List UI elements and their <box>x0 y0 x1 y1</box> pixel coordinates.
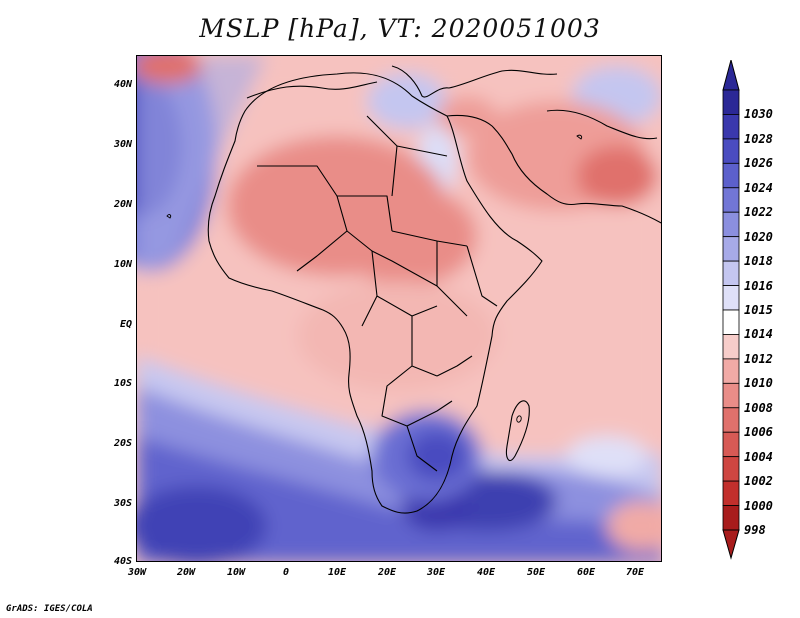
colorbar-swatch <box>722 162 740 189</box>
colorbar-swatch <box>722 236 740 262</box>
colorbar-swatch <box>722 260 740 286</box>
colorbar-tick-label: 1002 <box>744 474 773 489</box>
lon-label-20e: 20E <box>377 567 397 578</box>
colorbar-swatch <box>722 456 740 482</box>
colorbar-swatch <box>722 480 740 506</box>
lon-label-10e: 10E <box>327 567 347 578</box>
colorbar-tick-label: 1012 <box>744 351 773 366</box>
colorbar-swatch <box>722 334 740 360</box>
lat-label-10s: 10S <box>113 378 132 389</box>
colorbar-tick-label: 1015 <box>744 303 773 317</box>
colorbar-tick-label: 1008 <box>744 400 773 415</box>
colorbar-tick-label: 998 <box>744 523 766 537</box>
colorbar-tick-label: 1010 <box>744 376 773 391</box>
lon-label-30w: 30W <box>127 567 147 578</box>
colorbar-swatch <box>722 114 740 140</box>
lat-label-40n: 40N <box>113 79 132 90</box>
colorbar-swatch <box>722 211 740 238</box>
lat-label-eq: EQ <box>119 319 132 330</box>
lon-label-40e: 40E <box>476 567 496 578</box>
colorbar-tick-label: 1026 <box>744 156 773 171</box>
lon-label-50e: 50E <box>526 567 546 578</box>
colorbar-tick-label: 1004 <box>744 449 773 464</box>
colorbar-tick-label: 1014 <box>744 327 773 342</box>
map-title: MSLP [hPa], VT: 2020051003 <box>199 14 601 43</box>
colorbar-swatch <box>722 407 740 433</box>
lat-label-10n: 10N <box>113 259 132 270</box>
credit-text: GrADS: IGES/COLA <box>6 604 93 614</box>
lon-label-20w: 20W <box>176 567 196 578</box>
colorbar-tick-label: 1020 <box>744 229 773 244</box>
lon-label-0: 0 <box>282 567 290 578</box>
pressure-field <box>137 56 661 561</box>
lat-label-20s: 20S <box>113 438 132 449</box>
colorbar-swatch <box>722 431 740 458</box>
colorbar-swatch <box>722 505 740 531</box>
map-panel <box>136 55 662 562</box>
colorbar-bottom-arrow <box>722 529 740 560</box>
lat-label-30s: 30S <box>113 498 132 509</box>
colorbar-swatch <box>722 285 740 311</box>
colorbar-swatch <box>722 89 740 115</box>
colorbar-tick-label: 1024 <box>744 180 773 195</box>
colorbar-swatch <box>722 358 740 384</box>
colorbar-tick-label: 1000 <box>744 498 773 513</box>
colorbar-top-arrow <box>722 60 740 91</box>
colorbar-tick-label: 1016 <box>744 278 773 293</box>
lat-label-40s: 40S <box>113 556 132 567</box>
lon-label-60e: 60E <box>576 567 596 578</box>
lon-label-30e: 30E <box>426 567 446 578</box>
colorbar-swatch <box>722 309 740 335</box>
coastline <box>207 65 661 514</box>
islands <box>166 134 583 423</box>
lat-label-20n: 20N <box>113 199 132 210</box>
colorbar-swatch <box>722 382 740 409</box>
colorbar <box>722 60 740 560</box>
lon-label-70e: 70E <box>625 567 645 578</box>
colorbar-tick-label: 1028 <box>744 131 773 146</box>
colorbar-tick-label: 1030 <box>744 107 773 122</box>
colorbar-swatch <box>722 187 740 213</box>
colorbar-swatch <box>722 138 740 164</box>
colorbar-tick-label: 1018 <box>744 254 773 269</box>
colorbar-tick-label: 1006 <box>744 425 773 440</box>
colorbar-tick-label: 1022 <box>744 205 773 220</box>
lon-label-10w: 10W <box>226 567 246 578</box>
lat-label-30n: 30N <box>113 139 132 150</box>
